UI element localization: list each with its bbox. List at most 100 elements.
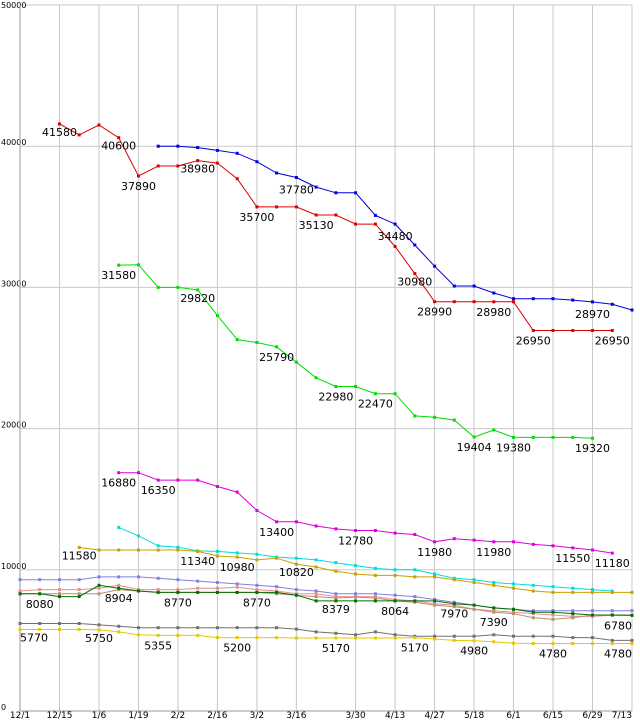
data-label: 37890 (121, 180, 156, 193)
data-point (117, 548, 121, 552)
data-point (512, 297, 515, 301)
data-point (176, 164, 180, 168)
data-point (512, 300, 515, 304)
data-point (551, 329, 555, 332)
data-label: 5355 (144, 639, 172, 652)
data-point (591, 300, 594, 304)
data-point (275, 556, 279, 560)
data-point (156, 588, 160, 592)
data-point (512, 607, 515, 611)
data-point (492, 581, 496, 584)
data-point (334, 191, 338, 195)
data-point (334, 636, 338, 640)
data-point (176, 545, 180, 549)
data-point (77, 133, 81, 137)
data-point (235, 555, 239, 559)
data-point (512, 586, 515, 590)
data-point (255, 626, 259, 630)
data-point (531, 589, 535, 593)
data-label: 8770 (243, 596, 271, 609)
data-point (235, 177, 239, 181)
data-point (512, 435, 515, 439)
data-point (156, 576, 160, 580)
data-label: 19320 (575, 442, 610, 455)
data-point (571, 590, 575, 594)
data-point (176, 285, 180, 289)
data-point (255, 341, 259, 344)
data-point (373, 630, 377, 634)
data-point (472, 639, 476, 643)
data-point (176, 633, 180, 637)
data-label: 31580 (101, 269, 136, 282)
series-red (58, 122, 614, 332)
data-point (472, 435, 476, 439)
x-tick-label: 1/6 (92, 711, 107, 720)
data-point (314, 185, 318, 189)
data-point (452, 284, 456, 288)
data-point (275, 345, 279, 349)
data-point (196, 626, 200, 630)
data-point (137, 534, 140, 538)
data-point (196, 146, 200, 150)
data-point (97, 586, 101, 590)
data-label: 12780 (338, 535, 373, 548)
data-point (156, 590, 160, 594)
data-point (393, 593, 397, 597)
series-green (117, 263, 594, 440)
data-point (393, 633, 397, 637)
data-point (156, 144, 160, 148)
series-dark-green (18, 583, 634, 617)
data-point (571, 546, 575, 550)
data-point (354, 592, 358, 596)
data-point (255, 583, 259, 587)
data-point (531, 642, 535, 645)
data-point (215, 485, 219, 488)
data-label: 8064 (381, 605, 409, 618)
data-point (571, 329, 575, 332)
data-point (610, 302, 614, 306)
data-point (334, 569, 338, 573)
data-point (472, 634, 476, 638)
data-point (314, 558, 318, 562)
data-point (334, 561, 338, 565)
data-point (137, 626, 140, 630)
data-label: 4980 (460, 645, 488, 658)
data-point (373, 573, 377, 577)
data-point (156, 478, 160, 482)
data-point (492, 291, 496, 295)
data-point (531, 583, 535, 587)
data-point (472, 538, 476, 542)
data-point (275, 626, 279, 630)
data-point (373, 529, 377, 532)
data-point (452, 537, 456, 541)
data-point (354, 564, 358, 568)
data-point (137, 575, 140, 579)
data-point (472, 578, 476, 582)
data-point (551, 590, 555, 594)
data-point (294, 205, 298, 209)
data-point (235, 151, 239, 155)
series-line-dark-green (20, 584, 633, 616)
x-tick-label: 3/30 (346, 711, 366, 720)
data-point (215, 581, 219, 584)
data-point (255, 205, 259, 209)
data-point (255, 552, 259, 556)
data-point (492, 606, 496, 610)
data-point (571, 642, 575, 645)
data-point (531, 542, 535, 546)
x-tick-label: 6/15 (543, 711, 563, 720)
data-label: 5770 (20, 632, 48, 645)
data-point (472, 603, 476, 607)
data-point (610, 590, 614, 594)
data-label: 11550 (555, 552, 590, 565)
data-point (137, 633, 140, 637)
data-label: 8080 (26, 598, 54, 611)
data-point (571, 616, 575, 620)
data-point (97, 548, 101, 552)
x-tick-label: 2/2 (171, 711, 185, 720)
data-point (413, 636, 417, 640)
data-point (591, 636, 594, 640)
data-label: 7970 (440, 608, 468, 621)
data-point (531, 297, 535, 301)
series-line-cyan (118, 526, 613, 592)
